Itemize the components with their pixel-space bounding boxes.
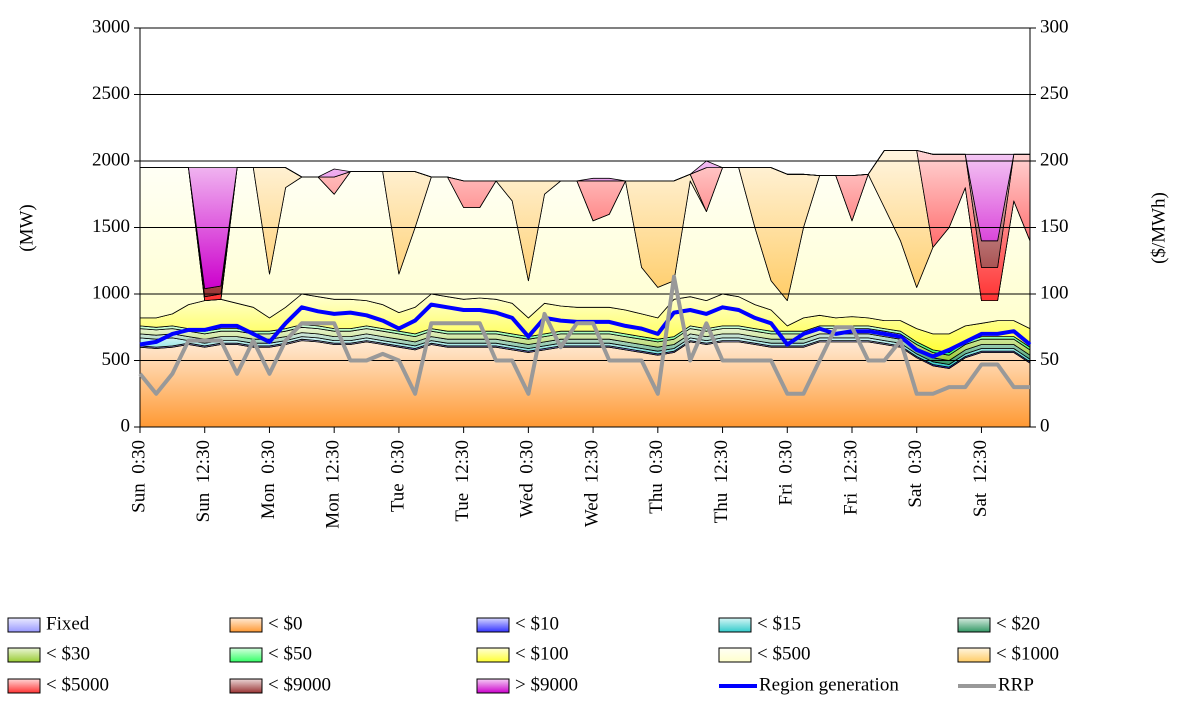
series-line [138, 274, 1030, 396]
x-tick-label: Sat 12:30 [970, 440, 991, 517]
y2-tick-label: 300 [1040, 16, 1069, 37]
y2-tick-label: 0 [1040, 415, 1050, 436]
x-tick-label: Tue 12:30 [452, 440, 473, 522]
x-tick-label: Sun 12:30 [193, 440, 214, 522]
legend-label: > $9000 [515, 674, 578, 695]
x-tick-label: Mon 0:30 [258, 440, 279, 519]
legend-swatch [957, 617, 991, 633]
legend-label: Region generation [759, 674, 899, 695]
legend-swatch [229, 678, 263, 694]
legend-swatch [229, 617, 263, 633]
x-tick-label: Wed 12:30 [581, 440, 602, 527]
legend-label: < $30 [46, 643, 90, 664]
legend-swatch [7, 617, 41, 633]
legend-label: < $20 [996, 613, 1040, 634]
y-tick-label: 2000 [92, 149, 130, 170]
x-tick-label: Fri 0:30 [776, 440, 797, 505]
legend-label: < $50 [268, 643, 312, 664]
legend-swatch [229, 647, 263, 663]
y2-tick-label: 150 [1040, 216, 1069, 237]
x-tick-label: Thu 12:30 [711, 440, 732, 523]
legend-swatch [718, 617, 752, 633]
x-tick-label: Sat 0:30 [905, 440, 926, 508]
legend-label: < $100 [515, 643, 568, 664]
y2-tick-label: 250 [1040, 83, 1069, 104]
x-tick-label: Thu 0:30 [646, 440, 667, 514]
y-tick-label: 1000 [92, 282, 130, 303]
legend-label: < $10 [515, 613, 559, 634]
legend-label: < $9000 [268, 674, 331, 695]
legend-label: < $500 [757, 643, 810, 664]
y-axis-label: (MW) [16, 204, 37, 251]
legend-swatch [476, 678, 510, 694]
y-tick-label: 500 [102, 349, 131, 370]
y2-tick-label: 200 [1040, 149, 1069, 170]
legend-swatch [7, 647, 41, 663]
legend-label: RRP [998, 674, 1034, 695]
x-tick-label: Sun 0:30 [128, 440, 149, 513]
y2-axis-label: ($/MWh) [1148, 192, 1169, 264]
y-tick-label: 0 [121, 415, 131, 436]
x-tick-label: Wed 0:30 [517, 440, 538, 518]
legend-swatch [7, 678, 41, 694]
legend-swatch [476, 647, 510, 663]
legend-swatch [476, 617, 510, 633]
y2-tick-label: 50 [1040, 349, 1059, 370]
x-tick-label: Fri 12:30 [840, 440, 861, 515]
legend-label: < $0 [268, 613, 302, 634]
legend-swatch [718, 647, 752, 663]
y-tick-label: 3000 [92, 16, 130, 37]
y2-tick-label: 100 [1040, 282, 1069, 303]
legend-label: Fixed [46, 613, 90, 634]
y-tick-label: 1500 [92, 216, 130, 237]
legend-label: < $15 [757, 613, 801, 634]
legend-swatch [957, 647, 991, 663]
y-tick-label: 2500 [92, 83, 130, 104]
x-tick-label: Tue 0:30 [387, 440, 408, 512]
legend-label: < $5000 [46, 674, 109, 695]
legend-label: < $1000 [996, 643, 1059, 664]
stacked-area [139, 340, 1031, 428]
x-tick-label: Mon 12:30 [323, 440, 344, 529]
